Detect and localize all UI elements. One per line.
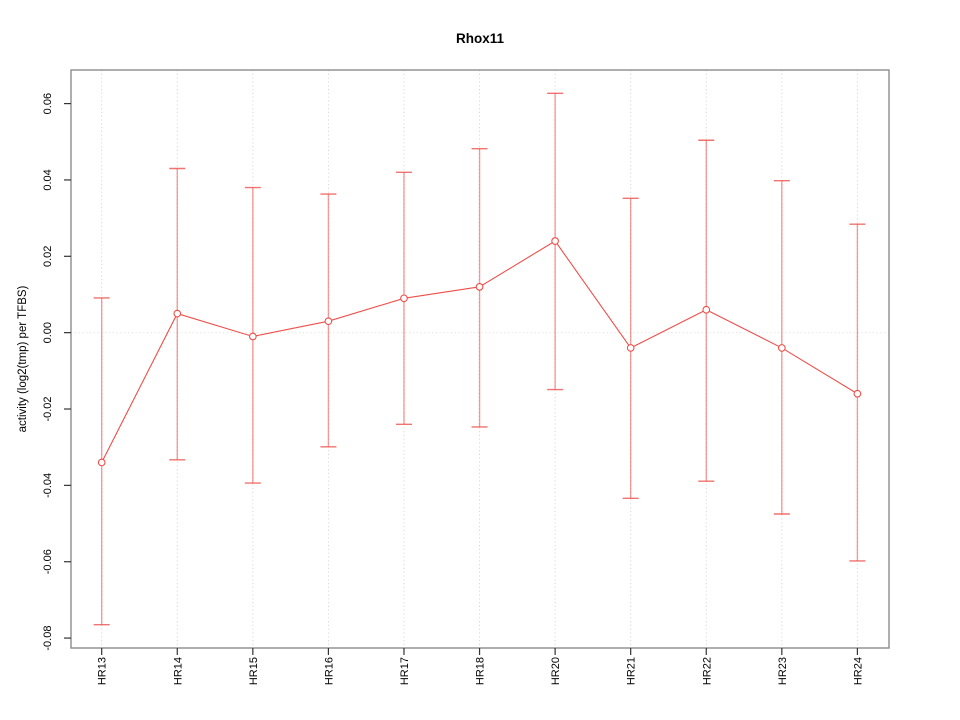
y-axis-label: activity (log2(tmp) per TFBS) (17, 285, 29, 432)
x-tick-label: HR21 (626, 657, 638, 685)
y-tick-label: 0.02 (42, 246, 54, 267)
error-bars-layer (93, 92, 866, 626)
data-point (97, 458, 106, 467)
y-tick-label: -0.06 (42, 549, 54, 574)
x-tick-label: HR14 (172, 657, 184, 685)
chart-title: Rhox11 (456, 31, 505, 46)
y-tick-label: -0.04 (42, 473, 54, 498)
data-point (702, 305, 711, 314)
x-tick-label: HR15 (248, 657, 260, 685)
data-point (475, 282, 484, 291)
data-point (777, 344, 786, 352)
x-tick-label: HR24 (852, 657, 864, 685)
data-point (248, 332, 257, 341)
data-point (173, 309, 182, 318)
y-tick-label: -0.02 (42, 396, 54, 421)
x-tick-label: HR23 (777, 657, 789, 685)
x-tick-label: HR13 (97, 657, 109, 685)
axes-layer: -0.08 -0.06 -0.04 -0.02 0.00 0.02 0.04 0.06 HR13… (42, 69, 890, 685)
y-tick-label: -0.08 (42, 626, 54, 651)
x-tick-label: HR16 (323, 657, 335, 685)
x-tick-label: HR20 (550, 657, 562, 685)
x-tick-label: HR22 (701, 657, 713, 685)
data-point (324, 317, 333, 326)
y-tick-label: 0.00 (42, 322, 54, 343)
y-tick-label: 0.06 (42, 93, 54, 114)
data-point (400, 294, 408, 303)
data-point (626, 344, 635, 352)
x-tick-label: HR18 (475, 657, 487, 685)
data-points-layer (97, 237, 862, 467)
y-tick-label: 0.04 (42, 169, 54, 190)
data-point (551, 237, 559, 245)
x-tick-label: HR17 (399, 657, 411, 685)
data-point (853, 389, 862, 398)
